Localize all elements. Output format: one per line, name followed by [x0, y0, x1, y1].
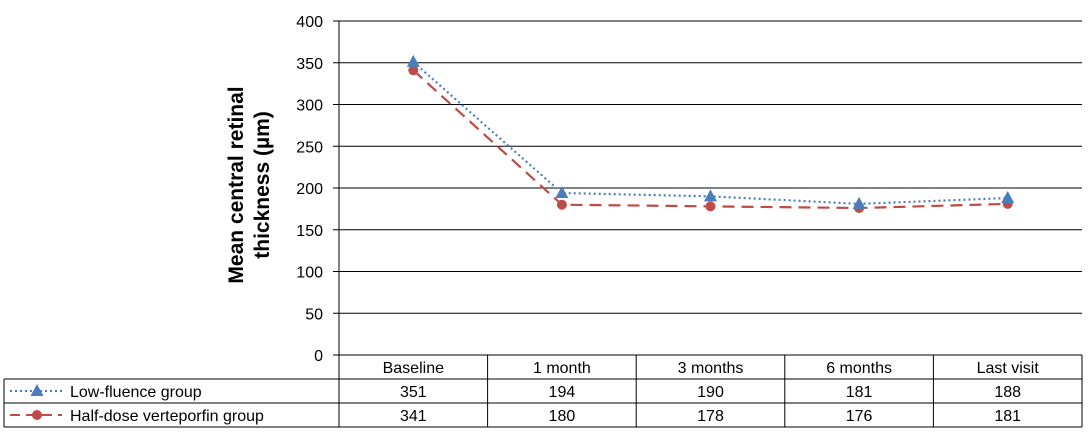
y-axis-ticks: 0 50 100 150 200 250 300 350 400	[296, 14, 323, 365]
table-cell-value: 180	[549, 408, 576, 425]
table-cell-value: 341	[400, 408, 427, 425]
data-point-series-1	[406, 54, 420, 67]
data-point-series-2	[556, 199, 567, 210]
table-cell-value: 190	[697, 384, 724, 401]
series-lines	[406, 54, 1015, 214]
data-point-series-1	[1001, 191, 1015, 204]
y-tick-label-200: 200	[296, 181, 323, 198]
data-point-series-1	[704, 189, 717, 202]
gridlines	[333, 20, 1082, 356]
x-category-label: 3 months	[678, 360, 744, 377]
table-cell-value: 181	[994, 408, 1021, 425]
legend-label-1: Low-fluence group	[70, 384, 202, 401]
series-line-2	[412, 69, 1008, 210]
series-line-1	[412, 61, 1008, 205]
data-point-series-2	[408, 65, 419, 76]
table-cell-value: 188	[994, 384, 1021, 401]
y-axis-label: Mean central retinal thickness (µm)	[225, 86, 274, 283]
y-tick-label-250: 250	[296, 139, 323, 156]
y-tick-label-400: 400	[296, 14, 323, 31]
table-cell-value: 176	[846, 408, 873, 425]
legend-key-marker-2	[32, 410, 42, 420]
data-point-series-1	[555, 186, 569, 199]
x-category-label: 6 months	[826, 360, 892, 377]
y-tick-label-150: 150	[296, 223, 323, 240]
y-tick-label-0: 0	[314, 348, 323, 365]
data-table: Baseline 1 month 3 months 6 months Last visi…	[3, 354, 1083, 428]
legend-key-marker-1	[30, 384, 44, 396]
y-axis-label-line-1: Mean central retinal	[225, 86, 248, 283]
table-cell-value: 178	[697, 408, 724, 425]
y-tick-label-50: 50	[305, 306, 323, 323]
legend-label-2: Half-dose verteporfin group	[70, 408, 264, 425]
data-point-series-2	[705, 201, 716, 212]
table-cell-value: 181	[846, 384, 873, 401]
x-category-label: 1 month	[533, 360, 591, 377]
y-tick-label-300: 300	[296, 98, 323, 115]
y-axis-label-line-2: thickness (µm)	[251, 111, 274, 258]
data-point-series-1	[852, 196, 866, 209]
table-cell-value: 194	[549, 384, 576, 401]
y-tick-label-100: 100	[296, 265, 323, 282]
x-category-label: Baseline	[383, 360, 444, 377]
x-category-label: Last visit	[977, 360, 1040, 377]
y-tick-label-350: 350	[296, 56, 323, 73]
table-cell-value: 351	[400, 384, 427, 401]
